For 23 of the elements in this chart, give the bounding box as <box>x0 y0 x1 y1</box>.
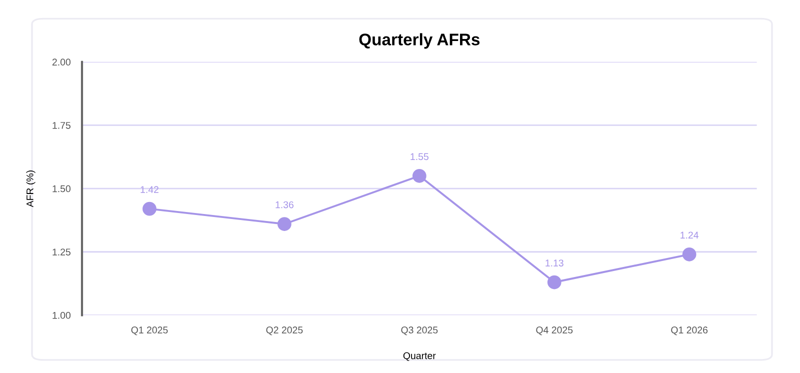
y-tick-label: 1.75 <box>52 122 70 129</box>
point <box>412 168 426 183</box>
data-label: 1.42 <box>140 186 158 193</box>
point <box>547 275 562 290</box>
point <box>142 202 156 216</box>
x-tick-label: Q1 2026 <box>671 326 708 336</box>
chart-title: Quarterly AFRs <box>359 33 480 49</box>
data-label: 1.36 <box>276 201 294 208</box>
y-tick-label: 1.50 <box>52 185 71 192</box>
x-axis-title: Quarter <box>403 352 436 361</box>
y-tick-label: 2.00 <box>52 58 71 66</box>
data-label: 1.55 <box>410 153 428 160</box>
x-tick-label: Q1 2025 <box>131 326 168 336</box>
y-tick-label: 1.00 <box>52 312 71 319</box>
data-label: 1.24 <box>680 232 698 238</box>
point <box>682 247 696 262</box>
x-tick-label: Q4 2025 <box>536 326 573 336</box>
y-tick-label: 1.25 <box>52 248 70 256</box>
x-tick-label: Q2 2025 <box>266 326 303 336</box>
x-tick-label: Q3 2025 <box>401 326 438 336</box>
y-axis-title: AFR (%) <box>26 170 36 208</box>
data-label: 1.13 <box>546 260 564 266</box>
point <box>277 217 292 231</box>
